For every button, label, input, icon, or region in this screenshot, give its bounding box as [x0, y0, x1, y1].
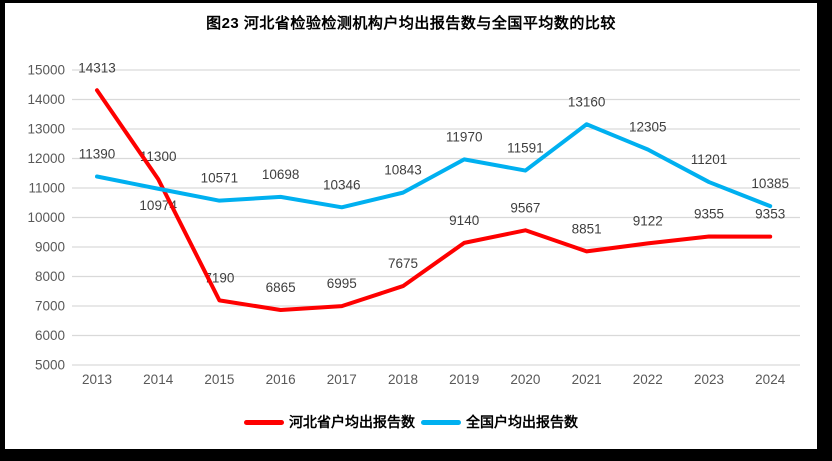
series-line	[95, 122, 773, 210]
legend-item: 全国户均出报告数	[421, 412, 578, 432]
y-tick-label: 15000	[27, 63, 65, 78]
x-tick-label: 2024	[755, 372, 786, 387]
data-label: 11591	[507, 141, 544, 156]
data-label: 14313	[78, 60, 116, 75]
y-tick-label: 10000	[27, 210, 65, 225]
data-label: 10571	[201, 171, 239, 186]
x-tick-label: 2023	[694, 372, 724, 387]
data-label: 6865	[266, 280, 296, 295]
data-label: 9567	[510, 200, 540, 215]
data-label: 12305	[629, 120, 667, 135]
data-label: 10346	[323, 177, 361, 192]
data-label: 11300	[140, 149, 177, 164]
data-label: 11970	[446, 129, 483, 144]
legend-item: 河北省户均出报告数	[244, 412, 415, 432]
data-label: 10843	[384, 163, 422, 178]
line-chart-canvas: 15000 14000 13000 12000 11000 10000 9000 8000 70…	[27, 60, 800, 387]
x-tick-label: 2021	[572, 372, 602, 387]
y-tick-label: 11000	[28, 181, 65, 196]
x-tick-label: 2014	[143, 372, 174, 387]
legend-line-swatch	[244, 419, 284, 425]
data-label: 10698	[262, 167, 300, 182]
x-tick-label: 2015	[204, 372, 234, 387]
legend-label: 河北省户均出报告数	[289, 414, 415, 430]
data-label: 8851	[572, 221, 602, 236]
data-label: 13160	[568, 94, 606, 109]
data-label: 11390	[79, 146, 116, 161]
y-tick-label: 12000	[27, 151, 65, 166]
data-label: 6995	[327, 276, 357, 291]
y-tick-label: 7000	[35, 299, 65, 314]
data-label: 9355	[694, 207, 724, 222]
y-tick-label: 8000	[35, 269, 65, 284]
y-tick-label: 14000	[27, 92, 65, 107]
y-tick-label: 13000	[27, 122, 65, 137]
series-line	[95, 88, 773, 312]
chart-legend: 河北省户均出报告数 全国户均出报告数	[5, 412, 817, 432]
x-tick-label: 2013	[82, 372, 112, 387]
data-label: 9122	[633, 213, 663, 228]
chart-title: 图23 河北省检验检测机构户均出报告数与全国平均数的比较	[206, 15, 616, 32]
legend-line-swatch	[421, 419, 461, 425]
x-tick-label: 2022	[633, 372, 663, 387]
y-tick-label: 6000	[35, 328, 65, 343]
data-label: 11201	[691, 152, 728, 167]
x-tick-label: 2020	[510, 372, 540, 387]
data-label: 7675	[388, 256, 418, 271]
x-tick-label: 2017	[327, 372, 357, 387]
x-tick-label: 2019	[449, 372, 479, 387]
y-tick-label: 9000	[35, 240, 65, 255]
y-tick-label: 5000	[35, 358, 65, 373]
data-label: 10385	[751, 176, 789, 191]
x-tick-label: 2016	[266, 372, 296, 387]
data-label: 9140	[449, 213, 479, 228]
data-label: 9353	[755, 207, 785, 222]
x-tick-label: 2018	[388, 372, 418, 387]
legend-label: 全国户均出报告数	[466, 414, 578, 430]
